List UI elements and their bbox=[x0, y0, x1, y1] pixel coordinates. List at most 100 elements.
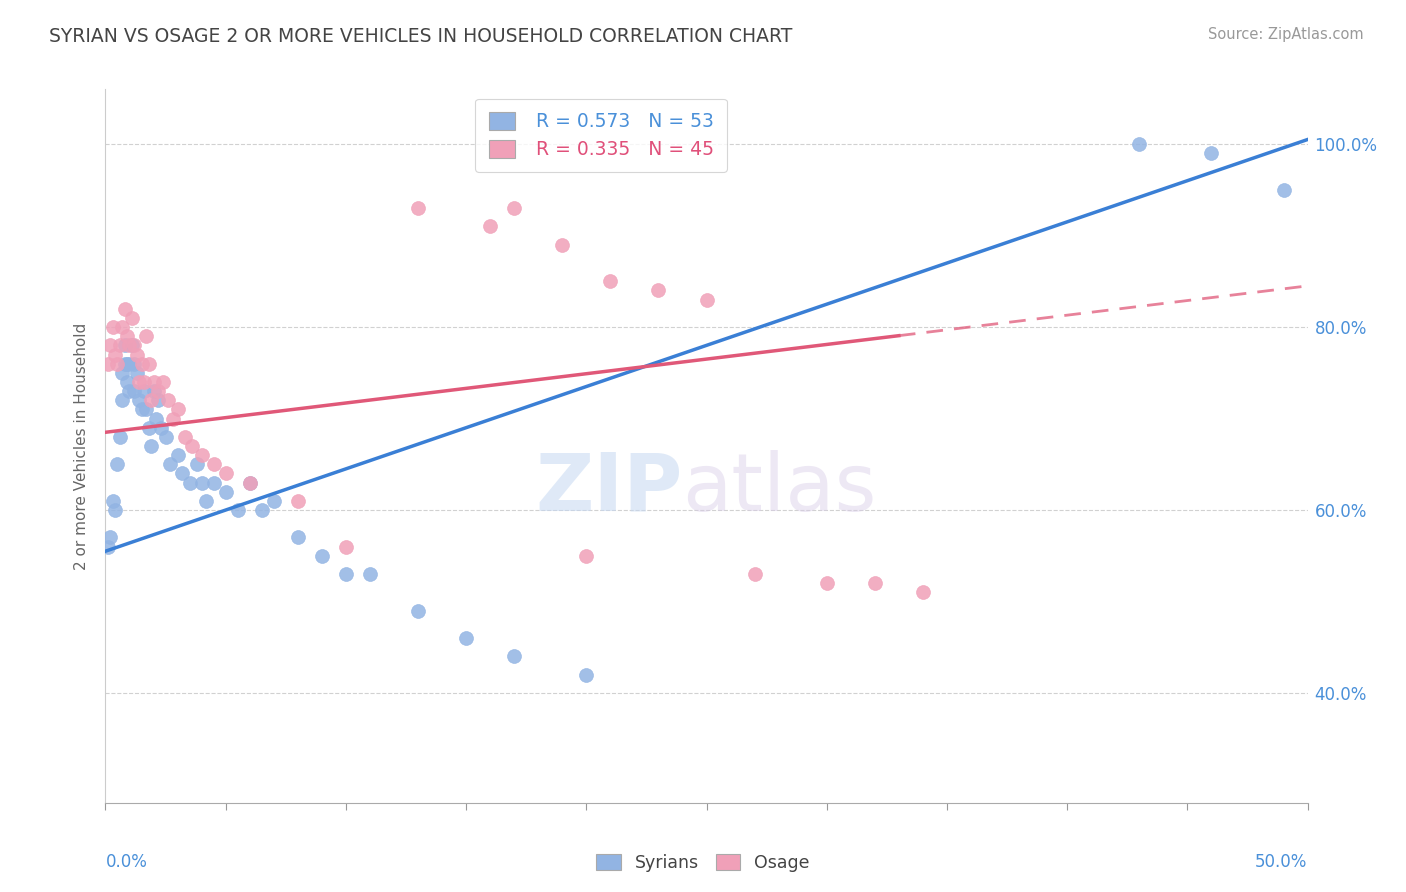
Text: 0.0%: 0.0% bbox=[105, 853, 148, 871]
Point bbox=[111, 393, 134, 408]
Point bbox=[114, 338, 136, 352]
Point bbox=[202, 475, 225, 490]
Point bbox=[148, 384, 170, 398]
Point bbox=[107, 357, 129, 371]
Point bbox=[135, 329, 157, 343]
Point bbox=[156, 393, 179, 408]
Point bbox=[111, 320, 134, 334]
Point bbox=[1272, 183, 1295, 197]
Point bbox=[226, 503, 249, 517]
Point bbox=[115, 329, 138, 343]
Point bbox=[114, 301, 136, 316]
Point bbox=[132, 375, 155, 389]
Point bbox=[173, 430, 195, 444]
Point bbox=[214, 484, 236, 499]
Point bbox=[172, 467, 194, 481]
Point bbox=[139, 393, 162, 408]
Point bbox=[108, 430, 131, 444]
Point bbox=[115, 357, 138, 371]
Point bbox=[575, 667, 598, 681]
Point bbox=[118, 357, 141, 371]
Text: SYRIAN VS OSAGE 2 OR MORE VEHICLES IN HOUSEHOLD CORRELATION CHART: SYRIAN VS OSAGE 2 OR MORE VEHICLES IN HO… bbox=[49, 27, 793, 45]
Text: ZIP: ZIP bbox=[536, 450, 682, 528]
Point bbox=[118, 338, 141, 352]
Point bbox=[152, 375, 174, 389]
Point bbox=[599, 274, 621, 288]
Y-axis label: 2 or more Vehicles in Household: 2 or more Vehicles in Household bbox=[75, 322, 90, 570]
Point bbox=[124, 338, 146, 352]
Point bbox=[155, 430, 177, 444]
Point bbox=[98, 531, 121, 545]
Point bbox=[647, 284, 669, 298]
Point bbox=[115, 375, 138, 389]
Point bbox=[195, 494, 218, 508]
Point bbox=[118, 384, 141, 398]
Text: Source: ZipAtlas.com: Source: ZipAtlas.com bbox=[1208, 27, 1364, 42]
Point bbox=[503, 201, 526, 215]
Point bbox=[142, 384, 165, 398]
Point bbox=[575, 549, 598, 563]
Point bbox=[744, 567, 766, 582]
Point bbox=[111, 366, 134, 380]
Point bbox=[104, 347, 127, 361]
Legend: Syrians, Osage: Syrians, Osage bbox=[589, 847, 817, 879]
Point bbox=[406, 201, 429, 215]
Point bbox=[98, 338, 121, 352]
Point bbox=[125, 347, 148, 361]
Point bbox=[287, 531, 309, 545]
Point bbox=[311, 549, 333, 563]
Point bbox=[162, 411, 184, 425]
Point bbox=[107, 458, 129, 472]
Point bbox=[696, 293, 718, 307]
Point bbox=[138, 420, 160, 434]
Point bbox=[104, 503, 127, 517]
Point bbox=[186, 458, 208, 472]
Point bbox=[131, 357, 153, 371]
Point bbox=[138, 357, 160, 371]
Point bbox=[125, 366, 148, 380]
Point bbox=[250, 503, 273, 517]
Point bbox=[287, 494, 309, 508]
Point bbox=[124, 357, 146, 371]
Point bbox=[128, 393, 150, 408]
Point bbox=[142, 375, 165, 389]
Point bbox=[124, 384, 146, 398]
Point bbox=[159, 458, 181, 472]
Legend:  R = 0.573   N = 53,  R = 0.335   N = 45: R = 0.573 N = 53, R = 0.335 N = 45 bbox=[475, 99, 727, 172]
Point bbox=[214, 467, 236, 481]
Point bbox=[1128, 137, 1150, 152]
Point bbox=[263, 494, 285, 508]
Point bbox=[815, 576, 838, 591]
Point bbox=[335, 567, 357, 582]
Point bbox=[166, 448, 188, 462]
Point bbox=[121, 310, 143, 325]
Point bbox=[406, 604, 429, 618]
Point bbox=[121, 338, 143, 352]
Point bbox=[149, 420, 172, 434]
Point bbox=[114, 357, 136, 371]
Point bbox=[179, 475, 201, 490]
Point bbox=[239, 475, 262, 490]
Point bbox=[139, 439, 162, 453]
Point bbox=[335, 540, 357, 554]
Point bbox=[132, 384, 155, 398]
Point bbox=[148, 393, 170, 408]
Point bbox=[1201, 146, 1223, 161]
Point bbox=[101, 494, 124, 508]
Point bbox=[454, 631, 477, 645]
Point bbox=[863, 576, 886, 591]
Point bbox=[145, 411, 167, 425]
Point bbox=[101, 320, 124, 334]
Point bbox=[479, 219, 502, 234]
Point bbox=[239, 475, 262, 490]
Point bbox=[108, 338, 131, 352]
Point bbox=[97, 540, 120, 554]
Point bbox=[503, 649, 526, 664]
Text: 50.0%: 50.0% bbox=[1256, 853, 1308, 871]
Point bbox=[128, 375, 150, 389]
Point bbox=[190, 475, 212, 490]
Text: atlas: atlas bbox=[682, 450, 877, 528]
Point bbox=[190, 448, 212, 462]
Point bbox=[911, 585, 934, 599]
Point bbox=[97, 357, 120, 371]
